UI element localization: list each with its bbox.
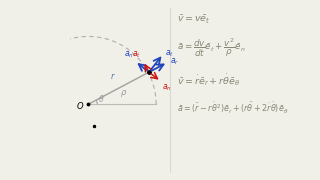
Text: $\bar{v} = v\bar{e}_t$: $\bar{v} = v\bar{e}_t$ (177, 13, 210, 26)
Text: $a_n$: $a_n$ (162, 82, 172, 93)
Text: $\theta$: $\theta$ (98, 93, 105, 104)
Text: $\bar{v} = \dot{r}\bar{e}_r + r\dot{\theta}\bar{e}_{\theta}$: $\bar{v} = \dot{r}\bar{e}_r + r\dot{\the… (177, 72, 240, 88)
Text: $a_t$: $a_t$ (132, 50, 141, 60)
Text: $\bar{a} = \dfrac{dv}{dt}\bar{e}_t + \dfrac{v^2}{\rho}\bar{e}_n$: $\bar{a} = \dfrac{dv}{dt}\bar{e}_t + \df… (177, 36, 245, 58)
Text: $r$: $r$ (110, 71, 116, 81)
Text: $a_t$: $a_t$ (165, 49, 174, 59)
Text: $a_n$: $a_n$ (124, 50, 134, 60)
Text: $\rho$: $\rho$ (120, 88, 128, 99)
Text: $a_r$: $a_r$ (170, 57, 179, 68)
Text: $O$: $O$ (76, 100, 84, 111)
Text: $\bar{a} = (\ddot{r} - r\dot{\theta}^2)\bar{e}_r + (r\ddot{\theta} + 2\dot{r}\do: $\bar{a} = (\ddot{r} - r\dot{\theta}^2)\… (177, 101, 288, 116)
